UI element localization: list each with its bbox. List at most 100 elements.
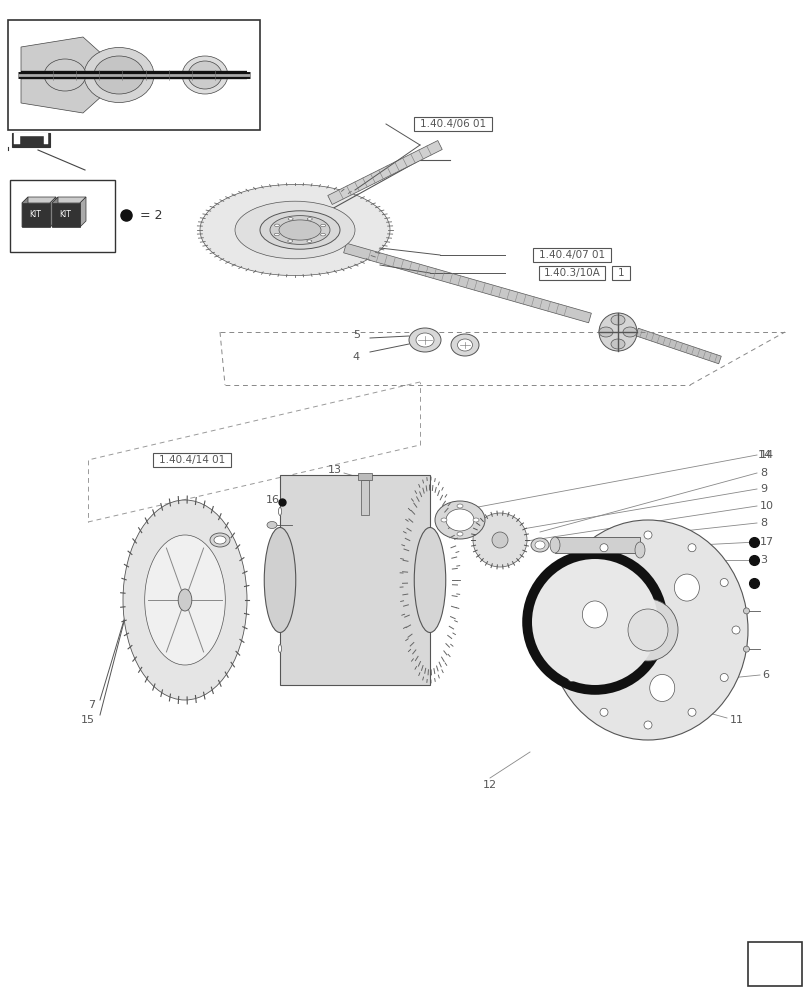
Ellipse shape <box>531 559 657 685</box>
Bar <box>539 266 604 280</box>
Ellipse shape <box>457 504 462 508</box>
Bar <box>8 20 260 130</box>
Bar <box>343 243 590 323</box>
Bar <box>358 473 371 480</box>
Bar <box>554 537 639 553</box>
Bar <box>611 266 629 280</box>
Text: 11: 11 <box>729 715 743 725</box>
Text: 14: 14 <box>759 450 773 460</box>
Ellipse shape <box>409 328 440 352</box>
Bar <box>635 328 720 364</box>
Text: 14: 14 <box>757 450 771 460</box>
Ellipse shape <box>610 315 624 325</box>
Bar <box>153 453 230 467</box>
Ellipse shape <box>277 221 312 239</box>
Ellipse shape <box>643 721 651 729</box>
Ellipse shape <box>525 552 664 692</box>
Ellipse shape <box>567 578 575 586</box>
Text: 7: 7 <box>88 700 95 710</box>
Polygon shape <box>22 197 28 227</box>
Ellipse shape <box>414 528 445 633</box>
Ellipse shape <box>278 645 281 653</box>
Polygon shape <box>80 197 86 227</box>
Text: 10: 10 <box>759 501 773 511</box>
Ellipse shape <box>178 589 191 611</box>
Ellipse shape <box>599 313 636 351</box>
Ellipse shape <box>617 599 677 661</box>
Ellipse shape <box>731 626 739 634</box>
Ellipse shape <box>44 59 86 91</box>
Ellipse shape <box>440 518 446 522</box>
Ellipse shape <box>743 646 749 652</box>
Ellipse shape <box>599 708 607 716</box>
Ellipse shape <box>84 48 154 103</box>
Bar <box>10 180 115 252</box>
Text: 1: 1 <box>617 268 624 278</box>
Ellipse shape <box>288 218 293 220</box>
Ellipse shape <box>270 216 329 244</box>
Ellipse shape <box>307 240 311 242</box>
Ellipse shape <box>278 645 281 653</box>
Polygon shape <box>52 203 80 227</box>
Ellipse shape <box>274 233 279 236</box>
Ellipse shape <box>182 56 228 94</box>
Ellipse shape <box>435 501 484 539</box>
Ellipse shape <box>210 533 230 547</box>
Ellipse shape <box>415 333 433 347</box>
Ellipse shape <box>581 601 607 628</box>
Ellipse shape <box>599 544 607 552</box>
Ellipse shape <box>274 224 279 227</box>
Bar <box>280 475 430 685</box>
Text: = 2: = 2 <box>139 209 162 222</box>
Polygon shape <box>755 951 793 977</box>
Text: 15: 15 <box>81 715 95 725</box>
Ellipse shape <box>473 513 526 567</box>
Ellipse shape <box>94 56 144 94</box>
Ellipse shape <box>279 220 320 240</box>
Text: 5: 5 <box>353 330 359 340</box>
Text: 4: 4 <box>353 352 359 362</box>
Ellipse shape <box>567 674 575 682</box>
Text: 1.40.4/07 01: 1.40.4/07 01 <box>539 250 604 260</box>
Text: 13: 13 <box>328 465 341 475</box>
Ellipse shape <box>188 61 221 89</box>
Text: 1.40.4/14 01: 1.40.4/14 01 <box>159 455 225 465</box>
Ellipse shape <box>450 334 478 356</box>
Ellipse shape <box>278 507 281 515</box>
Ellipse shape <box>556 626 564 634</box>
Ellipse shape <box>457 339 472 351</box>
Text: 1.40.3/10A: 1.40.3/10A <box>543 268 599 278</box>
Ellipse shape <box>687 544 695 552</box>
Text: 3: 3 <box>759 555 766 565</box>
Ellipse shape <box>687 708 695 716</box>
Bar <box>12 133 50 147</box>
Ellipse shape <box>643 531 651 539</box>
Bar <box>361 480 368 515</box>
Ellipse shape <box>320 224 325 227</box>
Text: 12: 12 <box>483 780 496 790</box>
Bar <box>414 117 491 131</box>
Ellipse shape <box>622 327 636 337</box>
Bar <box>747 942 801 986</box>
Ellipse shape <box>674 574 698 601</box>
Ellipse shape <box>122 500 247 700</box>
Polygon shape <box>752 948 796 980</box>
Text: KIT: KIT <box>59 210 71 219</box>
Text: 1.40.4/06 01: 1.40.4/06 01 <box>419 119 486 129</box>
Bar <box>328 141 442 204</box>
Text: 8: 8 <box>759 518 766 528</box>
Ellipse shape <box>719 578 727 586</box>
Ellipse shape <box>473 518 478 522</box>
Ellipse shape <box>457 532 462 536</box>
Polygon shape <box>52 197 58 227</box>
Ellipse shape <box>534 541 544 549</box>
Text: 16: 16 <box>266 495 280 505</box>
Polygon shape <box>22 197 56 203</box>
Ellipse shape <box>307 218 312 220</box>
Ellipse shape <box>649 674 674 701</box>
Ellipse shape <box>278 507 281 515</box>
Text: KIT: KIT <box>29 210 41 219</box>
Ellipse shape <box>610 339 624 349</box>
Ellipse shape <box>547 520 747 740</box>
Ellipse shape <box>627 609 667 651</box>
